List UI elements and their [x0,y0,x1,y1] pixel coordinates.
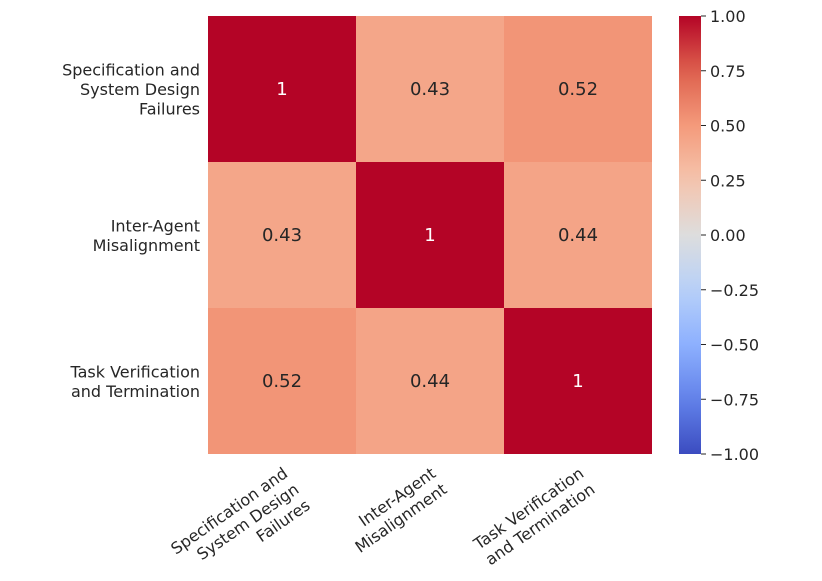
cell-r1-c1 [356,162,504,308]
colorbar-tick-label-4: 0.00 [710,226,746,245]
svg-text:Specification andSystem Design: Specification andSystem DesignFailures [167,464,313,581]
cell-r1-c0 [208,162,356,308]
x-tick-labels: Specification andSystem DesignFailures In… [167,464,598,581]
cell-label-r2-c0: 0.52 [262,371,302,392]
cell-label-r1-c2: 0.44 [558,225,598,246]
cell-r0-c1 [356,16,504,162]
x-tick-label-2: Task Verificationand Termination [469,464,598,570]
svg-text:Inter-AgentMisalignment: Inter-AgentMisalignment [340,464,450,557]
heatmap-cells [208,16,652,454]
cell-label-r0-c2: 0.52 [558,79,598,100]
colorbar-tick-label-3: 0.25 [710,171,746,190]
y-tick-label-2: Task Verification and Termination [69,362,200,401]
colorbar-tick-label-0: 1.00 [710,7,746,26]
cell-label-r2-c2: 1 [572,371,583,392]
colorbar-ticks: 1.00 0.75 0.50 0.25 0.00 −0.25 −0.50 −0.75 −1.00 [701,7,759,464]
colorbar [679,16,701,454]
colorbar-tick-label-5: −0.25 [710,281,759,300]
cell-r2-c2 [504,308,652,454]
heatmap-annotations: 1 0.43 0.52 0.43 1 0.44 0.52 0.44 1 [262,79,598,392]
colorbar-tick-label-2: 0.50 [710,117,746,136]
colorbar-tick-label-6: −0.50 [710,336,759,355]
y-tick-labels: Specification and System Design Failures In… [62,61,200,401]
cell-r2-c0 [208,308,356,454]
cell-r0-c0 [208,16,356,162]
svg-text:Task Verificationand Terminati: Task Verificationand Termination [469,464,598,570]
cell-r1-c2 [504,162,652,308]
x-tick-label-1: Inter-AgentMisalignment [340,464,450,557]
colorbar-tick-label-8: −1.00 [710,445,759,464]
cell-label-r1-c1: 1 [424,225,435,246]
y-tick-label-1: Inter-Agent Misalignment [93,216,200,255]
cell-label-r0-c1: 0.43 [410,79,450,100]
cell-label-r1-c0: 0.43 [262,225,302,246]
cell-r0-c2 [504,16,652,162]
cell-label-r2-c1: 0.44 [410,371,450,392]
cell-label-r0-c0: 1 [276,79,287,100]
colorbar-tick-label-7: −0.75 [710,390,759,409]
colorbar-tick-label-1: 0.75 [710,62,746,81]
y-tick-label-0: Specification and System Design Failures [62,61,200,119]
cell-r2-c1 [356,308,504,454]
x-tick-label-0: Specification andSystem DesignFailures [167,464,313,581]
